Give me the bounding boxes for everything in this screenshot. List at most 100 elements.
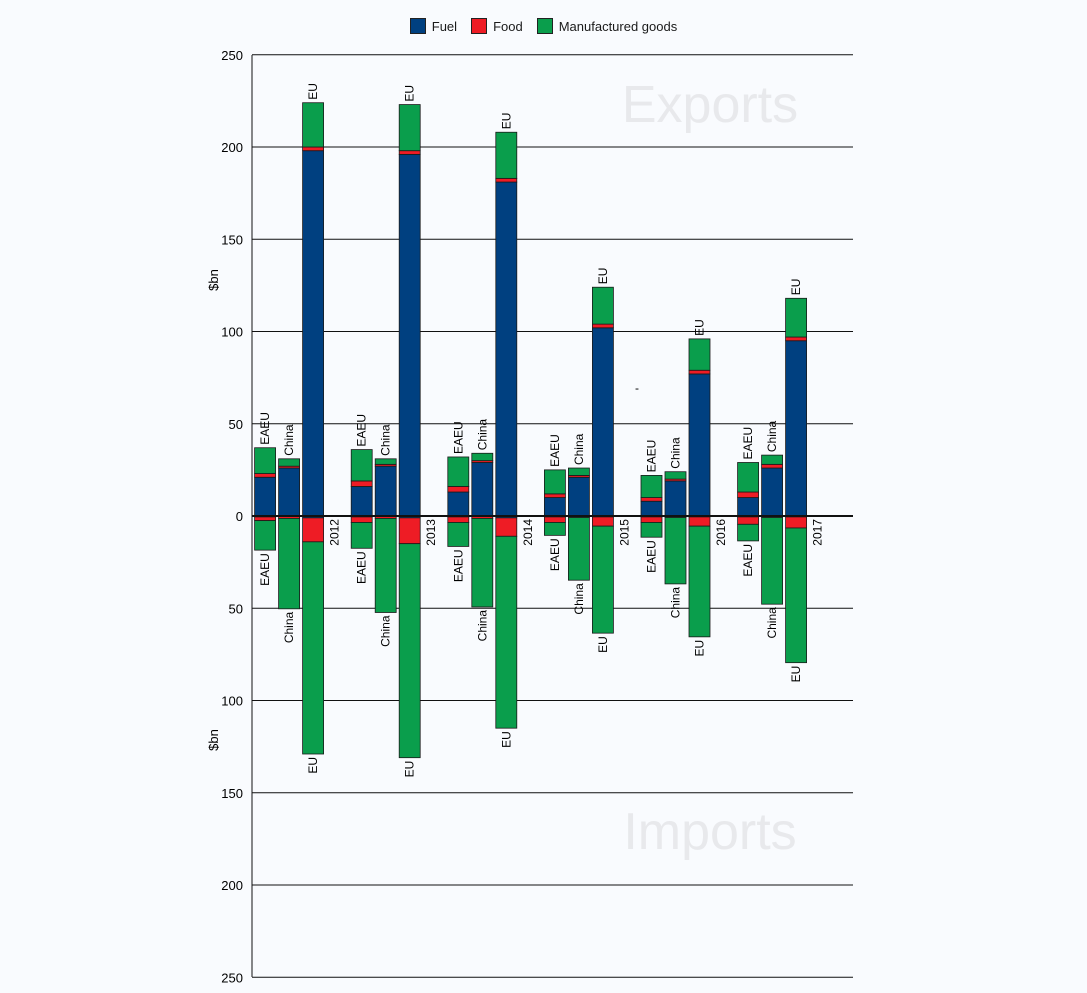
bar-export-2017-eu-food <box>785 336 807 342</box>
label-export-2013-china: China <box>379 424 393 456</box>
bar-export-2013-eu-manufactured <box>398 104 421 152</box>
y-axis-label-exports: $bn <box>206 269 221 291</box>
label-import-2016-eu: EU <box>693 640 707 657</box>
bar-export-2014-eaeu-manufactured <box>447 456 470 487</box>
bar-export-2014-china-fuel <box>471 462 494 517</box>
bar-export-2014-eaeu-food <box>447 486 470 493</box>
exports-region-label: Exports <box>622 76 798 134</box>
bar-export-2017-eaeu-fuel <box>737 497 759 517</box>
label-import-2016-china: China <box>669 587 683 619</box>
label-import-2013-eaeu: EAEU <box>355 551 369 584</box>
bar-export-2015-eaeu-manufactured <box>544 469 566 495</box>
bar-import-2014-eaeu-manufactured <box>447 522 470 547</box>
bar-export-2015-china-fuel <box>568 476 590 517</box>
bar-export-2013-eaeu-manufactured <box>350 449 373 482</box>
year-label-2017: 2017 <box>811 519 825 546</box>
bar-import-2015-eu-food <box>592 516 614 527</box>
bar-export-2016-eaeu-food <box>640 497 663 502</box>
bar-export-2017-eu-manufactured <box>785 297 807 338</box>
label-import-2016-eaeu: EAEU <box>645 540 659 573</box>
bar-export-2012-eaeu-manufactured <box>254 447 277 474</box>
label-export-2017-china: China <box>765 420 779 452</box>
bar-import-2017-china-manufactured <box>761 517 783 605</box>
y-axis-label-imports: $bn <box>206 729 221 751</box>
bar-export-2012-china-manufactured <box>278 458 301 467</box>
label-import-2012-eu: EU <box>306 757 320 774</box>
bar-export-2016-eaeu-fuel <box>640 500 663 517</box>
bar-import-2013-eaeu-food <box>350 516 373 523</box>
label-export-2013-eu: EU <box>403 85 417 102</box>
label-import-2012-eaeu: EAEU <box>258 553 272 586</box>
label-export-2012-eaeu: EAEU <box>258 412 272 445</box>
legend-swatch-manufactured <box>536 18 553 34</box>
label-export-2015-china: China <box>572 433 586 465</box>
bar-export-2016-china-manufactured <box>664 471 687 480</box>
bar-import-2013-eu-food <box>398 517 421 545</box>
bar-import-2015-eaeu-food <box>544 516 566 523</box>
label-export-2016-eu: EU <box>693 319 707 336</box>
y-tick-exports-50: 50 <box>229 417 243 432</box>
bar-import-2016-eaeu-manufactured <box>640 522 663 538</box>
label-export-2012-eu: EU <box>306 83 320 100</box>
bar-import-2016-eu-manufactured <box>688 525 711 638</box>
bar-export-2012-eaeu-food <box>254 473 277 478</box>
bar-export-2016-eu-fuel <box>688 373 711 517</box>
year-label-2016: 2016 <box>714 519 728 546</box>
label-export-2012-china: China <box>282 424 296 456</box>
legend-swatch-fuel <box>409 18 426 34</box>
label-export-2014-eu: EU <box>499 113 513 130</box>
label-import-2014-china: China <box>475 610 489 642</box>
y-tick-exports-0: 0 <box>236 509 243 524</box>
y-tick-exports-100: 100 <box>221 325 243 340</box>
bar-import-2016-china-manufactured <box>664 517 687 585</box>
legend-label-manufactured: Manufactured goods <box>558 18 678 34</box>
legend-item-manufactured: Manufactured goods <box>536 18 678 34</box>
year-label-2015: 2015 <box>617 519 631 546</box>
y-tick-imports-100: 100 <box>221 694 243 709</box>
bar-export-2013-eaeu-food <box>350 480 373 487</box>
bar-export-2015-eu-fuel <box>592 327 614 517</box>
bar-import-2012-eu-manufactured <box>302 541 325 755</box>
label-export-2013-eaeu: EAEU <box>355 414 369 447</box>
legend-label-food: Food <box>493 18 523 34</box>
bar-import-2017-eaeu-manufactured <box>737 523 759 542</box>
bar-import-2017-eaeu-food <box>737 516 759 525</box>
bar-import-2015-eu-manufactured <box>592 525 614 634</box>
label-import-2015-china: China <box>572 583 586 615</box>
bar-export-2014-eu-fuel <box>495 181 518 517</box>
y-tick-labels: 0 50 50 100 100 150 150 200 200 250 250 <box>221 48 243 986</box>
bar-export-2017-china-fuel <box>761 467 783 517</box>
bar-export-2013-china-fuel <box>374 465 397 517</box>
bar-export-2012-eu-food <box>302 146 325 152</box>
label-import-2013-china: China <box>379 615 393 647</box>
label-import-2014-eaeu: EAEU <box>451 549 465 582</box>
chart-legend: Fuel Food Manufactured goods <box>0 18 1087 34</box>
label-export-2017-eaeu: EAEU <box>741 427 755 460</box>
bar-import-2012-china-manufactured <box>278 517 301 610</box>
label-export-2016-eaeu: EAEU <box>645 440 659 473</box>
label-export-2017-eu: EU <box>789 279 803 296</box>
bar-export-2017-eaeu-food <box>737 491 759 498</box>
bar-import-2016-eaeu-food <box>640 516 663 523</box>
legend-item-fuel: Fuel <box>409 18 457 34</box>
year-label-2012: 2012 <box>328 519 342 546</box>
bar-export-2012-eaeu-fuel <box>254 476 277 517</box>
y-tick-imports-150: 150 <box>221 786 243 801</box>
y-tick-imports-200: 200 <box>221 878 243 893</box>
label-import-2017-eu: EU <box>789 666 803 683</box>
year-label-2013: 2013 <box>424 519 438 546</box>
bar-export-2017-eu-fuel <box>785 340 807 517</box>
bar-export-2015-china-manufactured <box>568 467 590 476</box>
imports-region-label: Imports <box>623 803 796 861</box>
bar-export-2012-eu-manufactured <box>302 102 325 148</box>
bar-export-2016-eu-manufactured <box>688 338 711 371</box>
bar-import-2014-eaeu-food <box>447 516 470 523</box>
bar-export-2015-eu-manufactured <box>592 286 614 325</box>
bar-import-2014-china-manufactured <box>471 517 494 608</box>
y-tick-exports-200: 200 <box>221 140 243 155</box>
label-import-2013-eu: EU <box>403 761 417 778</box>
label-export-2015-eu: EU <box>596 268 610 285</box>
label-import-2012-china: China <box>282 611 296 643</box>
y-tick-exports-250: 250 <box>221 48 243 63</box>
